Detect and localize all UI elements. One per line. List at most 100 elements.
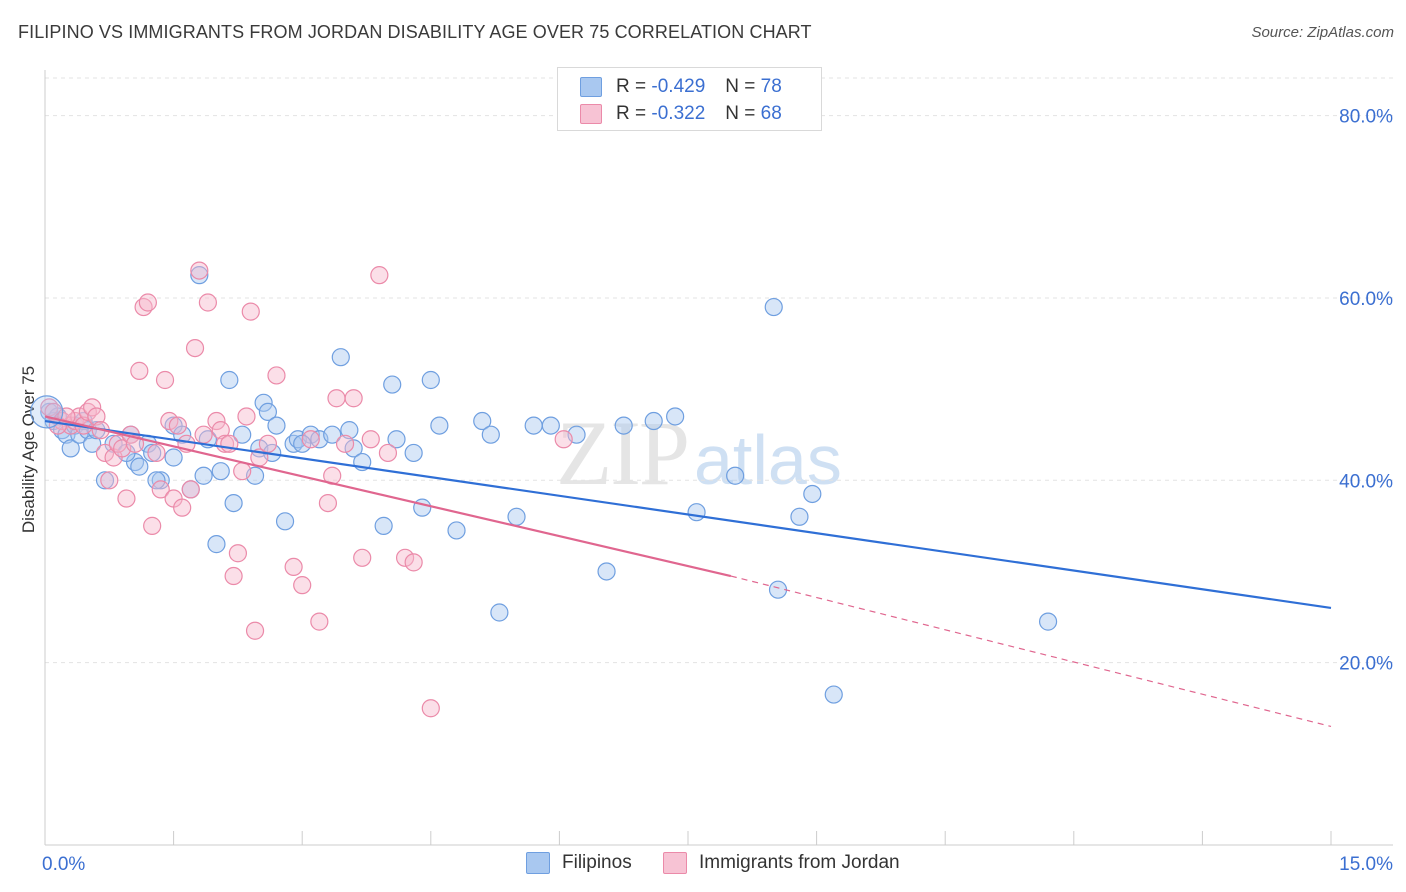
jordan-point (185, 338, 205, 358)
filipino-point (293, 434, 312, 453)
bottom-legend-swatch-pink (663, 852, 687, 874)
jordan-point (143, 516, 162, 535)
filipino-point (173, 425, 192, 444)
jordan-point (245, 621, 265, 640)
legend-r-label: R = (616, 76, 647, 97)
bottom-legend-jordan: Immigrants from Jordan (663, 852, 900, 874)
jordan-point (395, 548, 415, 567)
filipino-point (224, 493, 243, 513)
jordan-point (293, 576, 312, 595)
filipino-point (254, 393, 273, 412)
legend-r-value: -0.322 (651, 103, 706, 124)
jordan-point (335, 434, 355, 453)
jordan-point (554, 430, 573, 449)
filipino-point (687, 503, 706, 522)
jordan-point (267, 366, 286, 385)
jordan-trendline (44, 415, 732, 578)
filipino-point (323, 425, 342, 444)
source-label: Source: ZipAtlas.com (1251, 24, 1394, 41)
filipino-point (331, 348, 350, 367)
jordan-point (147, 443, 166, 463)
y-tick-label: 60.0% (1339, 289, 1393, 310)
filipino-point (194, 466, 213, 485)
filipino-point (207, 535, 226, 554)
jordan-point (207, 411, 226, 431)
filipino-point (344, 439, 363, 458)
jordan-point (181, 480, 200, 499)
filipino-trendline (44, 419, 1332, 610)
filipino-point (147, 471, 166, 490)
bottom-legend-label: Immigrants from Jordan (699, 852, 900, 873)
filipino-point (404, 443, 423, 463)
jordan-point (151, 480, 170, 499)
filipino-point (143, 443, 162, 463)
legend-n-value: 78 (760, 76, 782, 97)
jordan-point (404, 553, 423, 572)
filipino-point (340, 421, 359, 440)
jordan-point (211, 421, 230, 440)
jordan-point (95, 443, 115, 463)
filipino-point (524, 416, 543, 435)
jordan-point (344, 389, 363, 408)
filipino-point (447, 521, 466, 540)
legend-n-value: 68 (760, 103, 782, 124)
jordan-point (301, 430, 320, 449)
filipino-point (541, 416, 560, 435)
jordan-point (284, 557, 303, 577)
x-tick-label: 0.0% (42, 854, 85, 875)
filipino-point (40, 402, 59, 422)
correlation-legend: R = -0.429 N = 78 R = -0.322 N = 68 (557, 67, 822, 131)
jordan-point (228, 544, 247, 563)
bottom-legend-swatch-blue (526, 852, 550, 874)
jordan-point (198, 293, 217, 312)
jordan-point (168, 416, 187, 435)
jordan-point (224, 566, 243, 586)
jordan-point (353, 548, 372, 567)
filipino-point (644, 411, 663, 431)
jordan-point (117, 489, 136, 508)
filipino-point (258, 402, 278, 422)
filipino-point (481, 425, 500, 444)
jordan-point (100, 471, 119, 490)
filipino-point (151, 471, 170, 490)
legend-swatch-pink (580, 104, 602, 124)
filipino-cluster-point (30, 395, 64, 429)
filipino-point (413, 498, 432, 517)
filipino-point (190, 266, 209, 285)
filipino-point (233, 425, 252, 444)
jordan-point (138, 293, 157, 312)
filipino-point (387, 430, 406, 449)
filipino-point (211, 462, 230, 481)
legend-r-value: -0.429 (651, 76, 706, 97)
filipino-point (421, 370, 440, 390)
filipino-point (666, 407, 685, 426)
jordan-point (241, 302, 260, 321)
jordan-point (160, 411, 179, 431)
jordan-point (327, 389, 346, 408)
filipino-point (61, 439, 80, 458)
legend-n-label: N = (725, 103, 756, 124)
legend-r-label: R = (616, 103, 647, 124)
chart-title: FILIPINO VS IMMIGRANTS FROM JORDAN DISAB… (18, 22, 812, 42)
jordan-point (125, 434, 145, 453)
jordan-point (318, 493, 338, 513)
jordan-point (190, 261, 209, 280)
y-tick-label: 20.0% (1339, 654, 1393, 675)
x-tick-label: 15.0% (1339, 854, 1393, 875)
jordan-point (87, 407, 106, 426)
filipino-point (473, 411, 492, 431)
filipino-point (490, 603, 509, 622)
filipino-point (614, 416, 633, 435)
filipino-point (1038, 612, 1058, 631)
legend-row-filipinos: R = -0.429 N = 78 (580, 74, 782, 100)
jordan-point (310, 612, 329, 631)
filipino-point (768, 580, 788, 599)
filipino-point (95, 471, 115, 490)
bottom-legend-filipinos: Filipinos (526, 852, 632, 874)
jordan-point (361, 430, 380, 449)
jordan-point (370, 266, 389, 285)
jordan-point (237, 407, 256, 426)
filipino-point (383, 375, 402, 394)
legend-swatch-blue (580, 77, 602, 97)
